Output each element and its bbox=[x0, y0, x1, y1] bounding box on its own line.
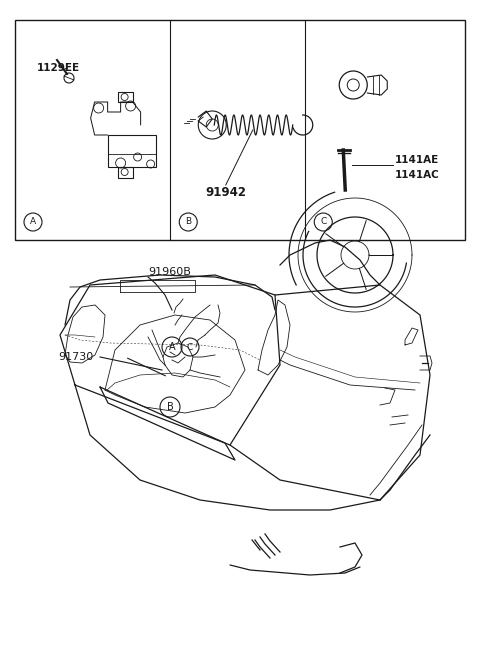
Text: 91960B: 91960B bbox=[148, 267, 191, 277]
Bar bbox=[108, 135, 156, 167]
Text: B: B bbox=[167, 402, 173, 412]
Bar bbox=[118, 92, 132, 102]
Text: 91730: 91730 bbox=[58, 352, 93, 362]
Text: 91942: 91942 bbox=[205, 185, 246, 198]
Text: C: C bbox=[320, 217, 326, 227]
Text: A: A bbox=[30, 217, 36, 227]
Bar bbox=[15, 20, 465, 240]
Text: C: C bbox=[187, 343, 193, 352]
Bar bbox=[118, 167, 132, 178]
Text: 1141AE: 1141AE bbox=[395, 155, 440, 165]
Text: A: A bbox=[168, 342, 175, 352]
Text: 1141AC: 1141AC bbox=[395, 170, 440, 180]
Text: 1129EE: 1129EE bbox=[37, 63, 80, 73]
Text: B: B bbox=[185, 217, 192, 227]
